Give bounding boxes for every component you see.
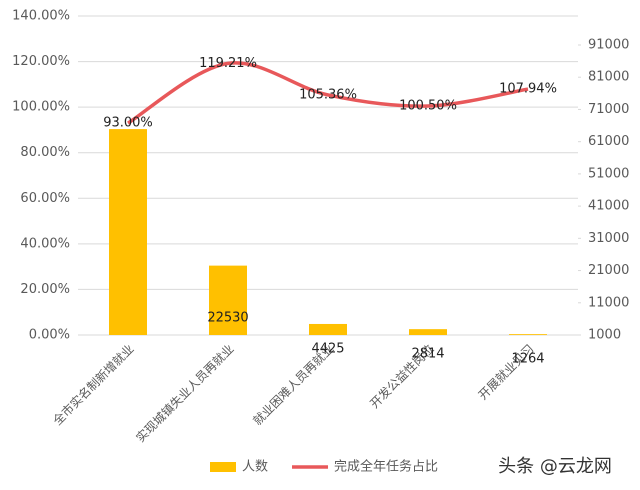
y-tick-label: 0.00% — [29, 328, 70, 343]
line-value-label: 100.50% — [399, 99, 457, 114]
y2-tick-label: 81000 — [588, 70, 629, 85]
x-tick-label: 实现城镇失业人员再就业 — [133, 341, 237, 445]
legend-label: 完成全年任务占比 — [334, 459, 438, 475]
bar-value-label: 22530 — [207, 311, 248, 326]
y-tick-label: 60.00% — [20, 191, 70, 206]
bar — [209, 265, 247, 335]
line-value-label: 105.36% — [299, 87, 357, 102]
y2-tick-label: 91000 — [588, 38, 629, 53]
legend-label: 人数 — [242, 460, 268, 475]
y2-tick-label: 31000 — [588, 231, 629, 246]
y2-tick-label: 11000 — [588, 295, 629, 310]
y-tick-label: 40.00% — [20, 236, 70, 251]
y2-tick-label: 71000 — [588, 102, 629, 117]
bar — [309, 323, 347, 335]
legend-swatch — [210, 462, 236, 472]
line-value-label: 119.21% — [199, 56, 257, 71]
y-tick-label: 140.00% — [12, 9, 70, 24]
bar-value-label: 4425 — [311, 341, 344, 356]
y-tick-label: 20.00% — [20, 282, 70, 297]
bar — [509, 334, 547, 335]
y2-tick-label: 61000 — [588, 134, 629, 149]
y2-tick-label: 21000 — [588, 263, 629, 278]
bar-value-label: 2814 — [411, 347, 444, 362]
y-tick-label: 80.00% — [20, 145, 70, 160]
bar — [409, 329, 447, 335]
line-value-label: 93.00% — [103, 116, 153, 131]
line — [127, 61, 529, 125]
line-value-label: 107.94% — [499, 82, 557, 97]
y2-tick-label: 51000 — [588, 166, 629, 181]
watermark: 头条 @云龙网 — [498, 456, 612, 477]
bar-value-label: 1264 — [511, 352, 544, 367]
x-tick-label: 全市实名制新增就业 — [50, 341, 137, 428]
bar — [109, 129, 147, 335]
y-tick-label: 120.00% — [12, 54, 70, 69]
y2-tick-label: 41000 — [588, 199, 629, 214]
y2-tick-label: 1000 — [588, 328, 621, 343]
y-tick-label: 100.00% — [12, 100, 70, 115]
